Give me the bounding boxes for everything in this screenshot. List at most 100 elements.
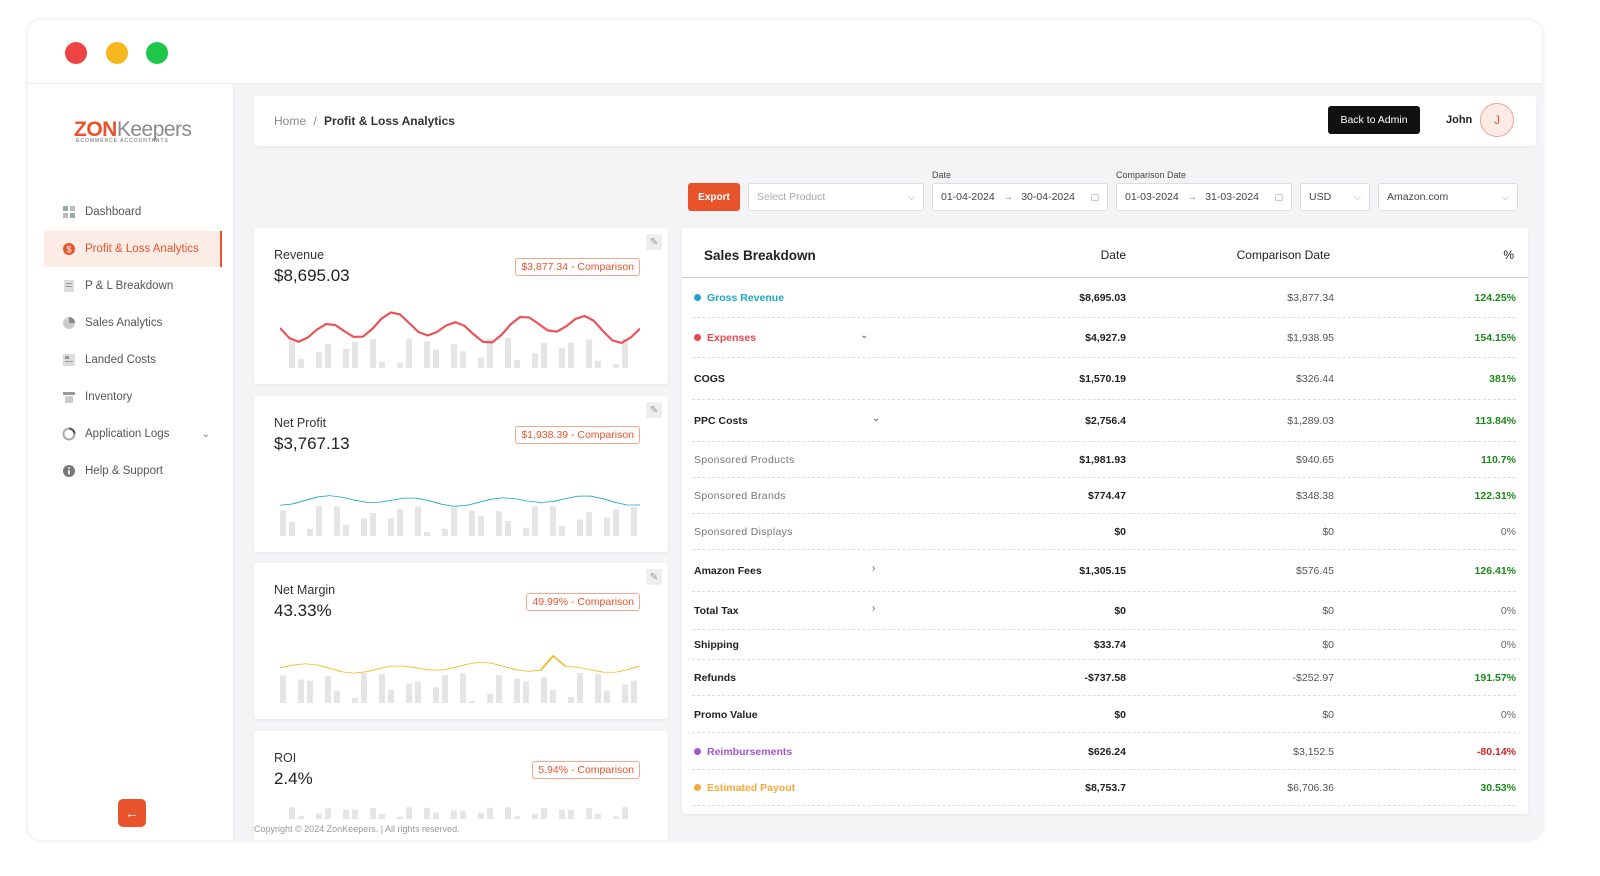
marketplace-select[interactable]: Amazon.com ⌵ bbox=[1378, 183, 1518, 211]
header-sales-breakdown: Sales Breakdown bbox=[704, 248, 816, 263]
table-row: Gross Revenue $8,695.03 $3,877.34 124.25% bbox=[682, 278, 1528, 318]
sparkline-bar bbox=[505, 338, 511, 368]
table-row[interactable]: PPC Costs ⌄ $2,756.4 $1,289.03 113.84% bbox=[682, 400, 1528, 442]
sparkline-bar bbox=[289, 338, 295, 368]
box-icon bbox=[62, 353, 76, 367]
row-percent: -80.14% bbox=[1476, 746, 1516, 758]
sparkline-bar bbox=[397, 816, 403, 819]
row-comparison-value: $0 bbox=[1322, 605, 1334, 617]
breadcrumb-home[interactable]: Home bbox=[274, 114, 307, 128]
sidebar-item-p-l-breakdown[interactable]: P & L Breakdown bbox=[44, 268, 222, 304]
sidebar-item-help-support[interactable]: Help & Support bbox=[44, 453, 222, 489]
row-percent: 0% bbox=[1500, 526, 1516, 538]
row-percent: 154.15% bbox=[1474, 332, 1516, 344]
sparkline-bar bbox=[460, 351, 466, 368]
table-row: COGS $1,570.19 $326.44 381% bbox=[682, 358, 1528, 400]
row-label: Estimated Payout bbox=[694, 782, 795, 794]
header-date: Date bbox=[1100, 248, 1126, 262]
avatar[interactable]: J bbox=[1480, 103, 1514, 137]
chevron-down-icon[interactable]: ⌄ bbox=[872, 413, 881, 424]
currency-value: USD bbox=[1309, 191, 1332, 203]
row-date-value: $0 bbox=[1114, 526, 1126, 538]
row-name: Sponsored Brands bbox=[694, 490, 786, 502]
sparkline-bar bbox=[613, 509, 619, 536]
chevron-down-icon[interactable]: ⌄ bbox=[860, 330, 869, 341]
sparkline-bar bbox=[586, 512, 592, 536]
inventory-icon bbox=[62, 390, 76, 404]
table-row[interactable]: Amazon Fees › $1,305.15 $576.45 126.41% bbox=[682, 550, 1528, 592]
row-divider bbox=[692, 513, 1516, 514]
chevron-right-icon[interactable]: › bbox=[872, 603, 876, 614]
date-label: Date bbox=[932, 170, 952, 180]
header-percent: % bbox=[1503, 248, 1514, 262]
sparkline-bar bbox=[442, 528, 448, 536]
calendar-icon: ▢ bbox=[1090, 191, 1099, 202]
breadcrumb-separator: / bbox=[313, 114, 317, 128]
export-button[interactable]: Export bbox=[688, 183, 740, 211]
currency-select[interactable]: USD ⌵ bbox=[1300, 183, 1370, 211]
row-percent: 0% bbox=[1500, 605, 1516, 617]
sparkline-bar bbox=[568, 342, 574, 368]
edit-icon[interactable]: ✎ bbox=[646, 402, 662, 418]
comparison-date-picker[interactable]: 01-03-2024 → 31-03-2024 ▢ bbox=[1116, 183, 1292, 211]
row-percent: 0% bbox=[1500, 639, 1516, 651]
row-comparison-value: $576.45 bbox=[1296, 565, 1334, 577]
row-name: Reimbursements bbox=[707, 746, 793, 758]
sidebar-item-label: Application Logs bbox=[85, 428, 170, 440]
row-comparison-value: $326.44 bbox=[1296, 373, 1334, 385]
sparkline-bar bbox=[505, 521, 511, 536]
sparkline-chart bbox=[280, 495, 640, 536]
row-divider bbox=[692, 769, 1516, 770]
sparkline-bar bbox=[622, 684, 628, 703]
sparkline-bar bbox=[289, 522, 295, 536]
sidebar-item-dashboard[interactable]: Dashboard bbox=[44, 194, 222, 230]
bullet-icon bbox=[694, 334, 701, 341]
close-window-button[interactable] bbox=[65, 42, 87, 64]
sparkline-bar bbox=[604, 517, 610, 536]
sidebar-item-sales-analytics[interactable]: Sales Analytics bbox=[44, 305, 222, 341]
chevron-right-icon[interactable]: › bbox=[872, 563, 876, 574]
row-comparison-value: $1,938.95 bbox=[1287, 332, 1334, 344]
edit-icon[interactable]: ✎ bbox=[646, 569, 662, 585]
sparkline-bar bbox=[280, 510, 286, 536]
sparkline-bar bbox=[415, 681, 421, 703]
minimize-window-button[interactable] bbox=[106, 42, 128, 64]
sparkline-bar bbox=[370, 339, 376, 368]
sidebar-item-profit-loss-analytics[interactable]: $ Profit & Loss Analytics bbox=[44, 231, 222, 267]
edit-icon[interactable]: ✎ bbox=[646, 234, 662, 250]
sidebar-item-landed-costs[interactable]: Landed Costs bbox=[44, 342, 222, 378]
table-row[interactable]: Total Tax › $0 $0 0% bbox=[682, 592, 1528, 630]
product-select[interactable]: Select Product ⌵ bbox=[748, 183, 924, 211]
sparkline-bar bbox=[460, 673, 466, 703]
comparison-badge: $1,938.39 - Comparison bbox=[515, 426, 640, 444]
comparison-badge: $3,877.34 - Comparison bbox=[515, 258, 640, 276]
collapse-sidebar-button[interactable]: ← bbox=[118, 799, 146, 827]
logo[interactable]: ZONKeepers bbox=[74, 118, 192, 141]
sidebar-item-application-logs[interactable]: Application Logs ⌄ bbox=[44, 416, 222, 452]
row-date-value: $2,756.4 bbox=[1085, 415, 1126, 427]
sparkline-bar bbox=[325, 343, 331, 368]
row-name: Amazon Fees bbox=[694, 565, 762, 577]
row-comparison-value: $0 bbox=[1322, 526, 1334, 538]
maximize-window-button[interactable] bbox=[146, 42, 168, 64]
sparkline-chart bbox=[280, 311, 640, 368]
bullet-icon bbox=[694, 784, 701, 791]
sidebar-item-inventory[interactable]: Inventory bbox=[44, 379, 222, 415]
row-comparison-value: $1,289.03 bbox=[1287, 415, 1334, 427]
row-date-value: $1,570.19 bbox=[1079, 373, 1126, 385]
row-comparison-value: $348.38 bbox=[1296, 490, 1334, 502]
sparkline-bar bbox=[568, 696, 574, 703]
arrow-right-icon: → bbox=[1186, 191, 1198, 203]
row-comparison-value: $940.65 bbox=[1296, 454, 1334, 466]
table-row: Reimbursements $626.24 $3,152.5 -80.14% bbox=[682, 733, 1528, 770]
row-label: Reimbursements bbox=[694, 746, 792, 758]
row-label: Amazon Fees bbox=[694, 565, 762, 577]
table-row[interactable]: Expenses ⌄ $4,927.9 $1,938.95 154.15% bbox=[682, 318, 1528, 358]
row-date-value: $774.47 bbox=[1088, 490, 1126, 502]
logs-icon bbox=[62, 427, 76, 441]
back-to-admin-button[interactable]: Back to Admin bbox=[1328, 106, 1420, 134]
sidebar-item-label: Dashboard bbox=[85, 206, 142, 218]
date-range-picker[interactable]: 01-04-2024 → 30-04-2024 ▢ bbox=[932, 183, 1108, 211]
sparkline-bar bbox=[379, 361, 385, 368]
sparkline-bar bbox=[559, 347, 565, 368]
